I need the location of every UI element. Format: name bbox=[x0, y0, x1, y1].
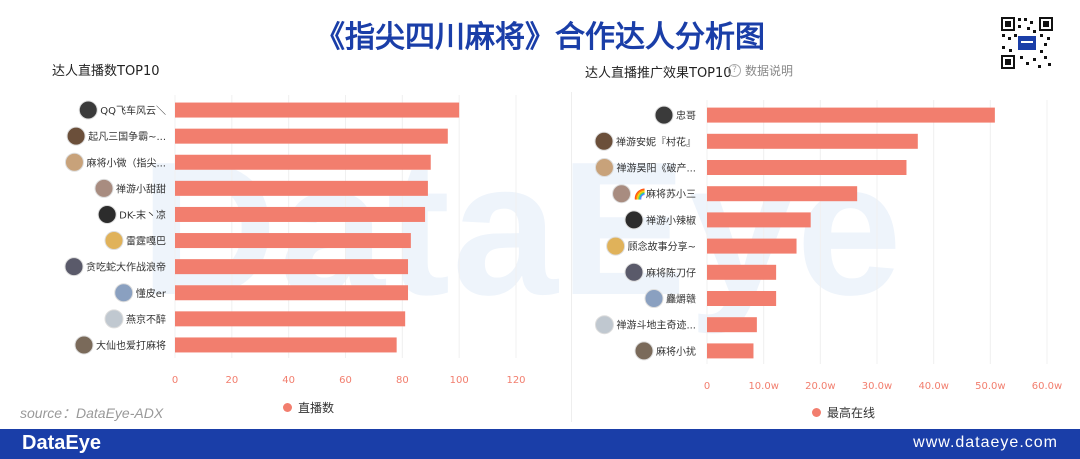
source-note: source：DataEye-ADX bbox=[20, 405, 164, 421]
right-legend[interactable]: 最高在线 bbox=[812, 404, 875, 421]
avatar bbox=[94, 178, 114, 198]
avatar bbox=[114, 283, 134, 303]
category-label: 麻将小扰 bbox=[656, 345, 696, 358]
category-label: 起凡三国争霸~... bbox=[88, 130, 166, 143]
category-label: 禅游小辣椒 bbox=[646, 214, 696, 227]
category-label: 懂皮er bbox=[136, 287, 167, 300]
avatar bbox=[594, 158, 614, 177]
help-label: 数据说明 bbox=[745, 64, 794, 78]
category-label: QQ飞车风云＼ bbox=[100, 104, 166, 117]
category-label: 顾念故事分享~ bbox=[628, 240, 696, 253]
avatar bbox=[594, 131, 614, 151]
avatar bbox=[624, 262, 644, 282]
bar bbox=[707, 238, 797, 254]
bar bbox=[175, 180, 428, 196]
x-tick-label: 60 bbox=[339, 375, 352, 386]
bar bbox=[175, 154, 431, 170]
avatar bbox=[654, 105, 674, 125]
bar bbox=[707, 107, 995, 123]
avatar bbox=[104, 231, 124, 251]
bar bbox=[707, 212, 811, 228]
category-label: 贪吃蛇大作战浪帝 bbox=[86, 261, 166, 274]
category-label: 燕京不醉 bbox=[126, 313, 166, 326]
x-tick-label: 0 bbox=[172, 375, 178, 386]
category-label: 麻将小微（指尖... bbox=[86, 156, 166, 169]
avatar bbox=[78, 100, 98, 120]
category-label: 禅游昊阳《破产... bbox=[616, 162, 696, 175]
category-label: 🌈麻将苏小三 bbox=[634, 188, 696, 201]
legend-swatch bbox=[812, 408, 821, 417]
bar bbox=[175, 285, 409, 301]
category-label: 雷霆嘎巴 bbox=[126, 236, 166, 248]
category-label: 大仙也爱打麻将 bbox=[96, 339, 166, 352]
bar bbox=[175, 128, 448, 144]
bar bbox=[707, 186, 858, 202]
avatar bbox=[64, 152, 84, 172]
avatar bbox=[97, 204, 117, 224]
avatar bbox=[104, 309, 124, 329]
avatar bbox=[594, 315, 614, 335]
bar bbox=[175, 102, 460, 118]
category-label: 禅游安妮『村花』 bbox=[616, 135, 696, 148]
category-label: DK-末丶凉 bbox=[119, 208, 166, 221]
legend-label: 最高在线 bbox=[827, 406, 876, 420]
legend-label: 直播数 bbox=[298, 401, 335, 415]
legend-swatch bbox=[283, 403, 292, 412]
x-tick-label: 40 bbox=[282, 375, 295, 386]
left-chart-title: 达人直播数TOP10 bbox=[52, 64, 160, 79]
bar bbox=[175, 206, 426, 222]
bar bbox=[707, 291, 777, 306]
footer-website: www.dataeye.com bbox=[913, 434, 1058, 451]
category-label: 麻将陈刀仔 bbox=[646, 266, 696, 279]
category-label: 麤爝赣 bbox=[666, 293, 696, 306]
x-tick-label: 50.0w bbox=[975, 381, 1005, 392]
x-tick-label: 80 bbox=[396, 375, 409, 386]
bar bbox=[707, 160, 907, 175]
avatar bbox=[612, 184, 632, 204]
bar bbox=[707, 133, 918, 149]
category-label: 忠哥 bbox=[676, 110, 696, 122]
right-chart-title: 达人直播推广效果TOP10 bbox=[585, 66, 732, 81]
footer-brand: DataEye bbox=[22, 432, 101, 454]
bar bbox=[175, 259, 409, 275]
avatar bbox=[606, 236, 626, 256]
qr-code-icon bbox=[1000, 16, 1054, 70]
left-legend[interactable]: 直播数 bbox=[283, 399, 334, 416]
x-tick-label: 20.0w bbox=[805, 381, 835, 392]
x-tick-label: 40.0w bbox=[918, 381, 948, 392]
bar bbox=[707, 317, 757, 333]
category-label: 禅游斗地主奇迹... bbox=[616, 319, 696, 332]
x-tick-label: 100 bbox=[450, 375, 469, 386]
bar bbox=[707, 264, 777, 280]
bar bbox=[175, 311, 406, 327]
category-label: 禅游小甜甜 bbox=[116, 182, 166, 195]
panel-divider bbox=[571, 92, 572, 422]
page-title: 《指尖四川麻将》合作达人分析图 bbox=[315, 20, 765, 55]
avatar bbox=[644, 289, 664, 308]
x-tick-label: 20 bbox=[225, 375, 238, 386]
bar bbox=[175, 233, 411, 249]
bar bbox=[707, 343, 754, 359]
data-help[interactable]: ? 数据说明 bbox=[728, 62, 793, 79]
right-bar-chart: 0 10.0w 20.0w 30.0w 40.0w 50.0w 60.0w 忠哥禅游安妮『村花… bbox=[594, 100, 1062, 392]
avatar bbox=[624, 210, 644, 230]
avatar bbox=[66, 126, 86, 146]
footer-bar: DataEye www.dataeye.com bbox=[0, 429, 1080, 459]
bar bbox=[175, 337, 397, 353]
x-tick-label: 0 bbox=[704, 381, 710, 392]
avatar bbox=[74, 335, 94, 355]
x-tick-label: 120 bbox=[506, 375, 525, 386]
avatar bbox=[64, 257, 84, 277]
left-bar-chart: 0 20 40 60 80 100 120 QQ飞车风云＼ 起凡三国争霸~... 麻将小微（指尖.… bbox=[64, 95, 526, 386]
x-tick-label: 30.0w bbox=[862, 381, 892, 392]
x-tick-label: 60.0w bbox=[1032, 381, 1062, 392]
avatar bbox=[634, 341, 654, 361]
x-tick-label: 10.0w bbox=[748, 381, 778, 392]
help-icon: ? bbox=[728, 64, 741, 77]
